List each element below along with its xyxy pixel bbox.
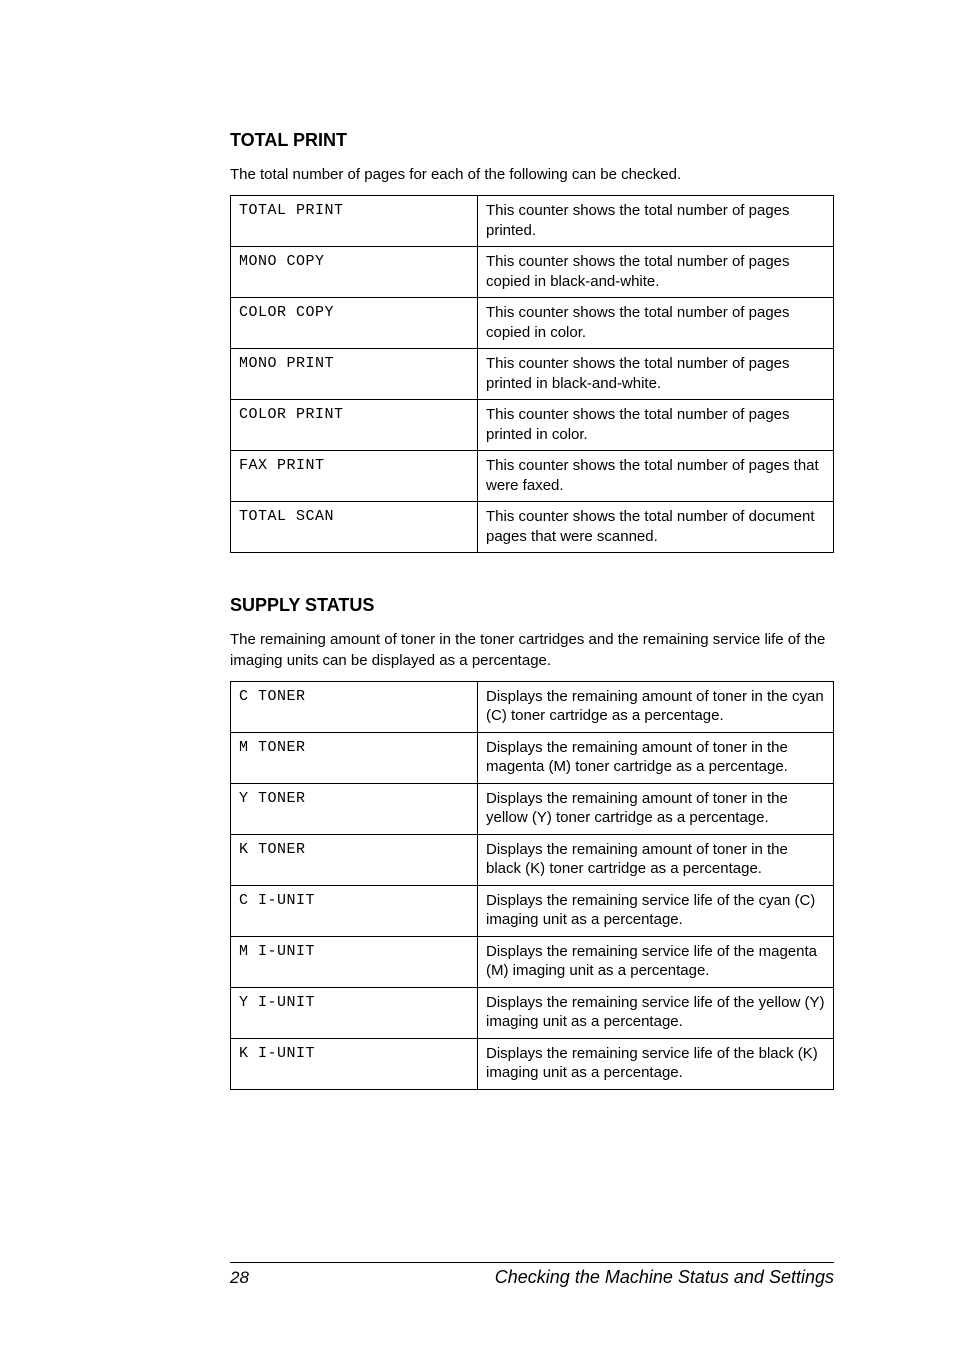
supply-status-table: C TONER Displays the remaining amount of… [230,681,834,1090]
row-key: COLOR COPY [231,298,478,349]
row-desc: This counter shows the total number of d… [478,502,834,553]
table-row: MONO PRINT This counter shows the total … [231,349,834,400]
row-desc: Displays the remaining amount of toner i… [478,681,834,732]
row-desc: Displays the remaining service life of t… [478,1038,834,1089]
table-row: M TONER Displays the remaining amount of… [231,732,834,783]
row-key: M I-UNIT [231,936,478,987]
total-print-heading: TOTAL PRINT [230,130,834,151]
table-row: COLOR PRINT This counter shows the total… [231,400,834,451]
row-desc: This counter shows the total number of p… [478,196,834,247]
supply-status-intro: The remaining amount of toner in the ton… [230,630,834,671]
page-footer: 28 Checking the Machine Status and Setti… [230,1262,834,1288]
row-key: M TONER [231,732,478,783]
row-desc: This counter shows the total number of p… [478,451,834,502]
supply-status-heading: SUPPLY STATUS [230,595,834,616]
total-print-intro: The total number of pages for each of th… [230,165,834,185]
row-key: MONO PRINT [231,349,478,400]
row-key: C TONER [231,681,478,732]
table-row: FAX PRINT This counter shows the total n… [231,451,834,502]
row-key: Y TONER [231,783,478,834]
row-desc: Displays the remaining amount of toner i… [478,783,834,834]
table-row: TOTAL PRINT This counter shows the total… [231,196,834,247]
table-row: Y I-UNIT Displays the remaining service … [231,987,834,1038]
total-print-table: TOTAL PRINT This counter shows the total… [230,195,834,553]
table-row: MONO COPY This counter shows the total n… [231,247,834,298]
page: TOTAL PRINT The total number of pages fo… [0,0,954,1350]
footer-page-number: 28 [230,1268,249,1288]
row-key: FAX PRINT [231,451,478,502]
row-desc: Displays the remaining amount of toner i… [478,732,834,783]
row-key: C I-UNIT [231,885,478,936]
row-desc: This counter shows the total number of p… [478,298,834,349]
row-desc: This counter shows the total number of p… [478,349,834,400]
row-desc: Displays the remaining amount of toner i… [478,834,834,885]
row-desc: This counter shows the total number of p… [478,247,834,298]
row-desc: Displays the remaining service life of t… [478,885,834,936]
row-key: TOTAL SCAN [231,502,478,553]
row-key: TOTAL PRINT [231,196,478,247]
footer-rule [230,1262,834,1263]
table-row: M I-UNIT Displays the remaining service … [231,936,834,987]
table-row: C TONER Displays the remaining amount of… [231,681,834,732]
table-row: Y TONER Displays the remaining amount of… [231,783,834,834]
row-key: MONO COPY [231,247,478,298]
footer-title: Checking the Machine Status and Settings [495,1267,834,1288]
row-desc: Displays the remaining service life of t… [478,936,834,987]
row-desc: Displays the remaining service life of t… [478,987,834,1038]
table-row: TOTAL SCAN This counter shows the total … [231,502,834,553]
row-key: K TONER [231,834,478,885]
row-key: K I-UNIT [231,1038,478,1089]
footer-row: 28 Checking the Machine Status and Setti… [230,1267,834,1288]
row-key: COLOR PRINT [231,400,478,451]
row-desc: This counter shows the total number of p… [478,400,834,451]
table-row: C I-UNIT Displays the remaining service … [231,885,834,936]
row-key: Y I-UNIT [231,987,478,1038]
table-row: COLOR COPY This counter shows the total … [231,298,834,349]
table-row: K I-UNIT Displays the remaining service … [231,1038,834,1089]
table-row: K TONER Displays the remaining amount of… [231,834,834,885]
